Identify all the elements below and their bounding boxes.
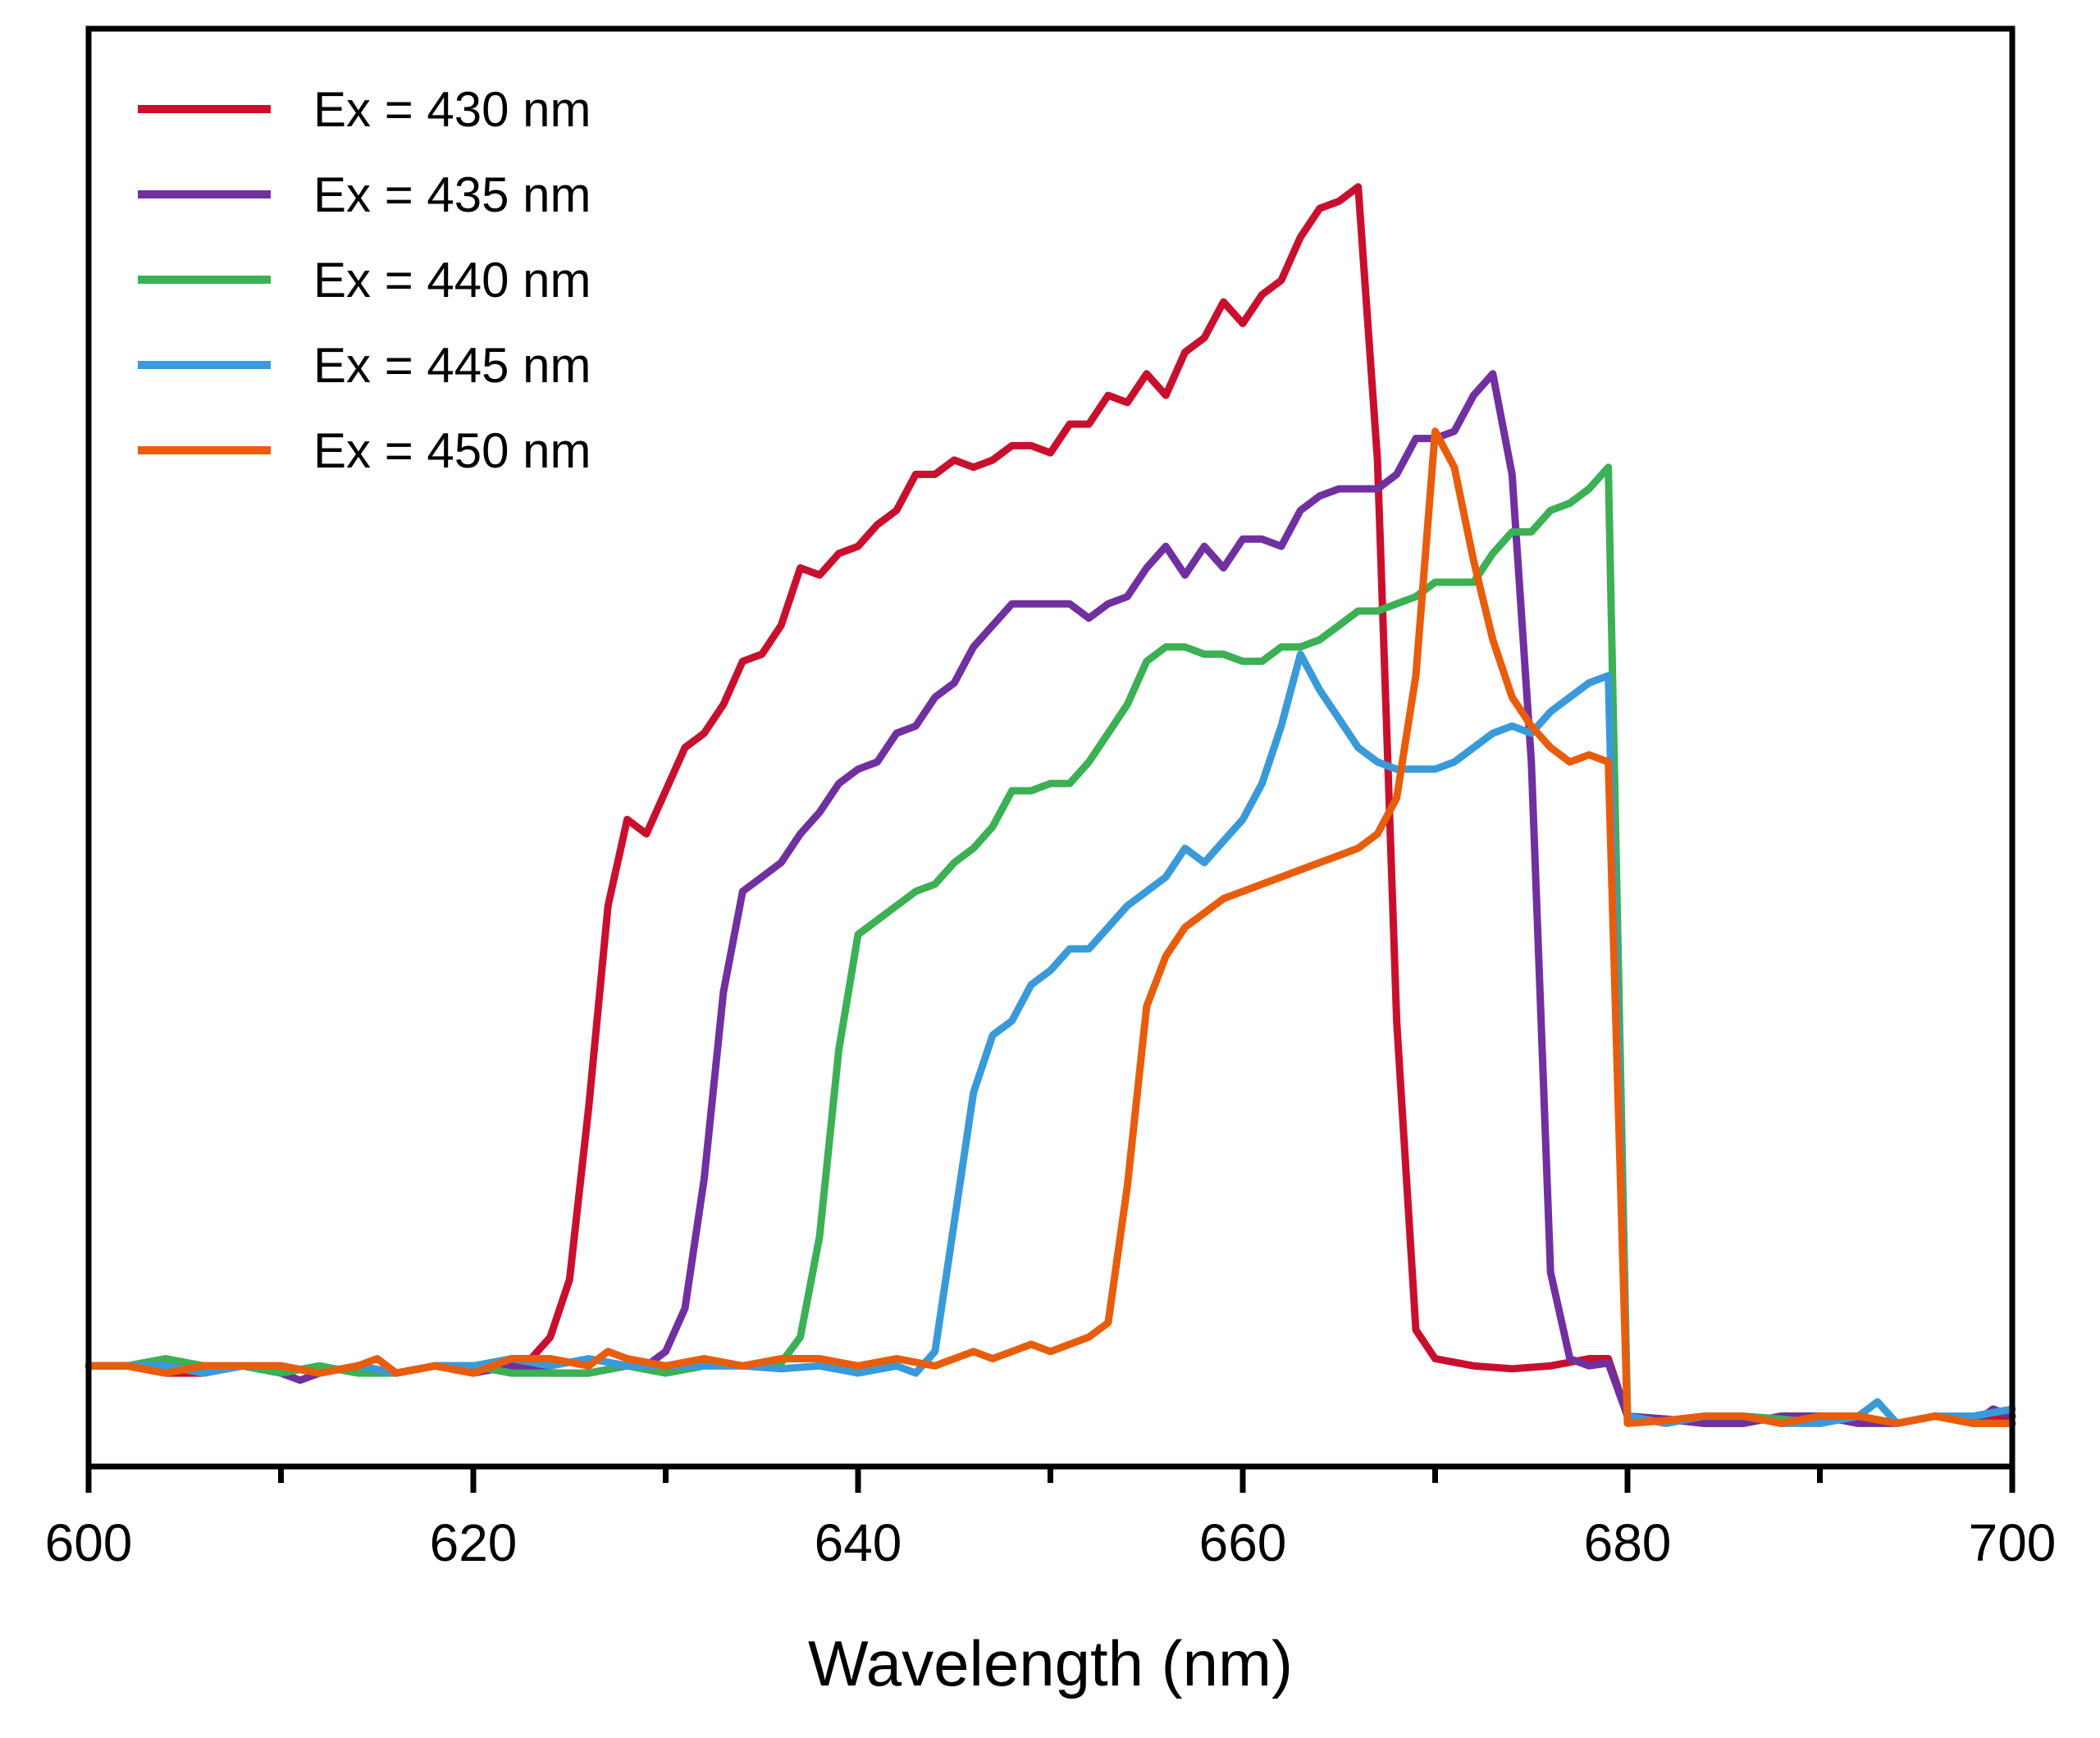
x-tick-label: 640 [815,1513,902,1572]
x-axis-title: Wavelength (nm) [808,1627,1293,1699]
series-line-4 [84,650,2016,1427]
x-tick-label: 600 [45,1513,133,1572]
series-line-5 [84,427,2016,1427]
legend-label-4: Ex = 445 nm [313,338,591,393]
legend: Ex = 430 nm Ex = 435 nm Ex = 440 nm Ex = 44… [138,82,591,478]
series-layer [84,183,2016,1427]
x-tick-label: 660 [1199,1513,1287,1572]
x-tick-label: 680 [1584,1513,1672,1572]
x-axis-tick-labels: 600 620 640 660 680 700 [45,1513,2057,1572]
series-line-3 [84,463,2016,1427]
x-tick-label: 700 [1969,1513,2057,1572]
x-tick-label: 620 [430,1513,518,1572]
x-axis-ticks [85,1467,2016,1493]
legend-label-2: Ex = 435 nm [313,167,591,222]
series-line-2 [84,370,2016,1427]
legend-label-3: Ex = 440 nm [313,253,591,308]
plot-frame [85,25,2016,1470]
legend-label-1: Ex = 430 nm [313,82,591,137]
legend-label-5: Ex = 450 nm [313,423,591,478]
